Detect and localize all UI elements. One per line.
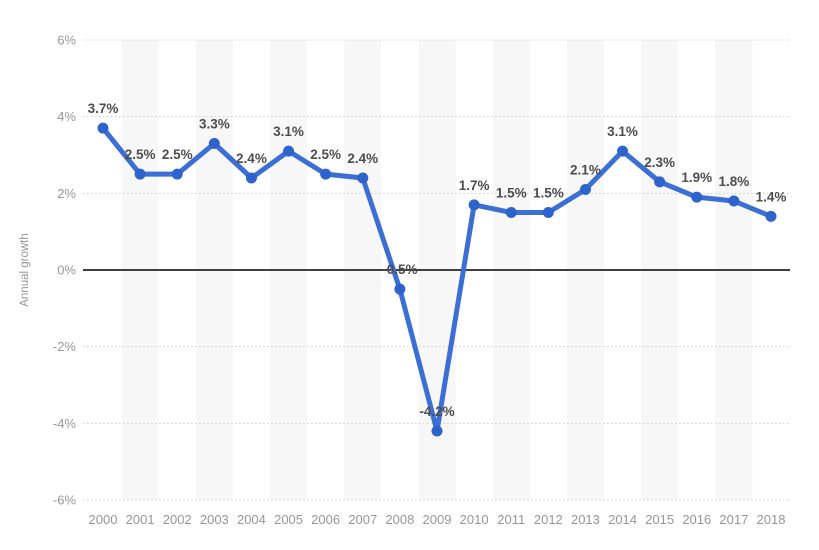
- x-tick-label: 2016: [682, 512, 711, 527]
- y-tick-label: -6%: [53, 493, 77, 508]
- data-point-label: 1.8%: [718, 174, 749, 189]
- data-point-2002[interactable]: [171, 168, 183, 180]
- data-point-label: 2.4%: [347, 151, 378, 166]
- data-point-label: 3.3%: [199, 117, 230, 132]
- data-point-label: 3.7%: [88, 101, 119, 116]
- data-point-2016[interactable]: [691, 191, 703, 203]
- data-point-2012[interactable]: [542, 207, 554, 218]
- x-tick-label: 2011: [497, 512, 525, 527]
- x-tick-label: 2009: [423, 512, 452, 527]
- x-tick-label: 2018: [757, 512, 786, 527]
- x-tick-label: 2012: [534, 512, 563, 527]
- data-point-2005[interactable]: [283, 145, 295, 157]
- data-point-label: -4.2%: [419, 404, 454, 419]
- data-point-label: 1.7%: [459, 178, 490, 193]
- y-tick-label: -2%: [53, 339, 77, 354]
- data-point-2010[interactable]: [468, 199, 480, 211]
- data-point-2017[interactable]: [728, 195, 740, 207]
- x-tick-label: 2003: [200, 512, 229, 527]
- y-tick-label: 0%: [57, 263, 76, 278]
- data-point-label: 2.1%: [570, 163, 601, 178]
- data-point-2015[interactable]: [654, 176, 666, 188]
- data-point-2006[interactable]: [320, 168, 332, 180]
- y-tick-label: -4%: [53, 416, 77, 431]
- x-tick-label: 2004: [237, 512, 266, 527]
- x-tick-label: 2013: [571, 512, 600, 527]
- data-point-2000[interactable]: [97, 122, 109, 134]
- x-tick-label: 2000: [89, 512, 118, 527]
- data-point-label: 2.3%: [644, 155, 675, 170]
- data-point-label: 1.5%: [496, 186, 527, 201]
- data-point-label: 3.1%: [273, 124, 304, 139]
- y-tick-label: 4%: [57, 109, 76, 124]
- data-point-2008[interactable]: [394, 283, 406, 295]
- x-tick-label: 2010: [460, 512, 489, 527]
- data-point-2011[interactable]: [505, 207, 517, 218]
- x-tick-label: 2001: [126, 512, 155, 527]
- x-tick-label: 2017: [719, 512, 748, 527]
- x-tick-label: 2002: [163, 512, 192, 527]
- x-tick-label: 2014: [608, 512, 637, 527]
- data-point-2018[interactable]: [765, 210, 777, 222]
- data-point-label: 1.5%: [533, 186, 564, 201]
- x-tick-label: 2015: [645, 512, 674, 527]
- data-point-label: 2.5%: [310, 147, 341, 162]
- data-point-2001[interactable]: [134, 168, 146, 180]
- x-tick-label: 2006: [311, 512, 340, 527]
- data-point-label: 3.1%: [607, 124, 638, 139]
- data-point-label: -0.5%: [382, 262, 417, 277]
- y-axis-title: Annual growth: [19, 233, 31, 307]
- data-point-2009[interactable]: [431, 425, 443, 437]
- data-point-label: 2.4%: [236, 151, 267, 166]
- data-point-label: 1.9%: [681, 170, 712, 185]
- data-point-label: 2.5%: [162, 147, 193, 162]
- y-tick-label: 6%: [57, 33, 76, 48]
- data-point-2007[interactable]: [357, 172, 369, 184]
- x-tick-label: 2005: [274, 512, 303, 527]
- data-point-2004[interactable]: [245, 172, 257, 184]
- x-tick-label: 2007: [348, 512, 377, 527]
- data-point-label: 2.5%: [125, 147, 156, 162]
- x-tick-label: 2008: [385, 512, 414, 527]
- data-point-2003[interactable]: [208, 138, 220, 149]
- data-point-2014[interactable]: [617, 145, 629, 157]
- data-point-label: 1.4%: [756, 189, 787, 204]
- y-tick-label: 2%: [57, 186, 76, 201]
- data-point-2013[interactable]: [579, 184, 591, 195]
